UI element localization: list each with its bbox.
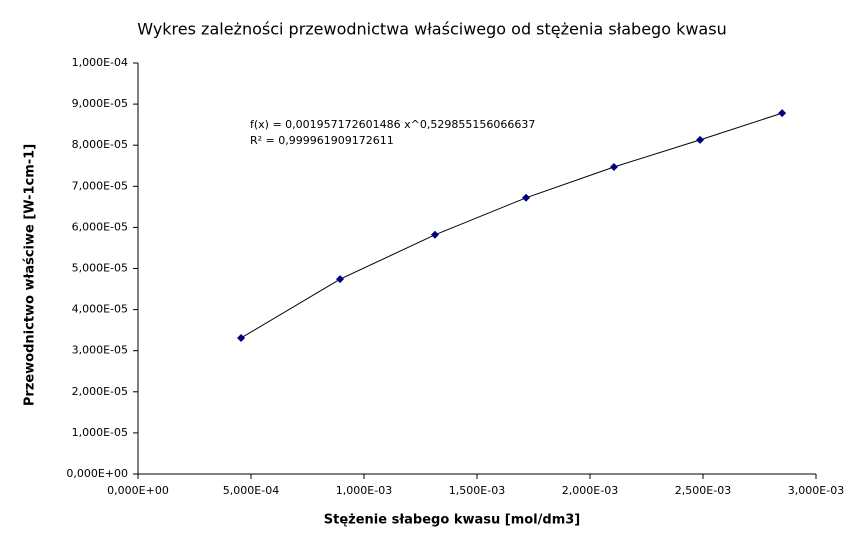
y-tick-label: 1,000E-04 [72, 56, 128, 69]
data-point [778, 109, 787, 118]
data-point [522, 193, 531, 202]
annotation: f(x) = 0,001957172601486 x^0,52985515606… [250, 118, 535, 131]
x-tick-label: 5,000E-04 [223, 484, 279, 497]
data-point [237, 333, 246, 342]
data-point [430, 230, 439, 239]
data-point [336, 275, 345, 284]
x-tick-label: 3,000E-03 [788, 484, 844, 497]
y-tick-label: 3,000E-05 [72, 344, 128, 357]
y-tick-label: 2,000E-05 [72, 385, 128, 398]
x-tick-label: 2,000E-03 [562, 484, 618, 497]
y-tick-label: 0,000E+00 [66, 467, 128, 480]
y-tick-label: 7,000E-05 [72, 179, 128, 192]
chart-title: Wykres zależności przewodnictwa właściwe… [137, 20, 726, 39]
y-tick-label: 5,000E-05 [72, 262, 128, 275]
data-point [609, 162, 618, 171]
y-axis-title: Przewodnictwo właściwe [W-1cm-1] [23, 144, 38, 406]
annotation: R² = 0,999961909172611 [250, 134, 394, 147]
x-tick-label: 0,000E+00 [107, 484, 169, 497]
x-tick-label: 2,500E-03 [675, 484, 731, 497]
y-tick-label: 4,000E-05 [72, 303, 128, 316]
y-tick-label: 9,000E-05 [72, 97, 128, 110]
x-tick-label: 1,500E-03 [449, 484, 505, 497]
x-axis-title: Stężenie słabego kwasu [mol/dm3] [324, 513, 580, 528]
y-tick-label: 6,000E-05 [72, 220, 128, 233]
y-tick-label: 1,000E-05 [72, 426, 128, 439]
data-point [696, 135, 705, 144]
x-tick-label: 1,000E-03 [336, 484, 392, 497]
y-tick-label: 8,000E-05 [72, 138, 128, 151]
